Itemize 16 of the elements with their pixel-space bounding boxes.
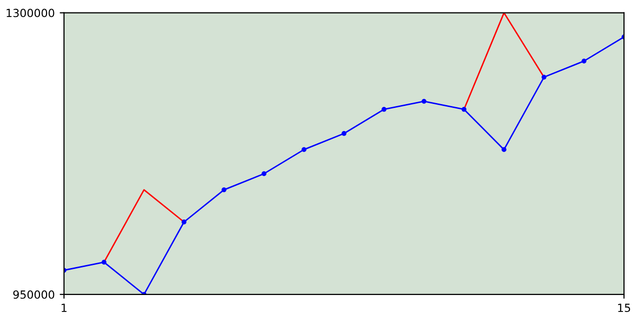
- point: [542, 74, 546, 80]
- point: [582, 58, 586, 64]
- y-tick-label: 1300000: [6, 8, 54, 18]
- point: [302, 147, 306, 152]
- y-tick-label: 950000: [13, 290, 54, 299]
- x-tick-label: 15: [618, 304, 630, 312]
- point: [342, 131, 346, 136]
- point: [182, 220, 186, 224]
- point: [502, 147, 506, 152]
- point: [222, 187, 226, 192]
- point: [462, 106, 466, 112]
- x-tick-label: 1: [62, 304, 67, 312]
- point: [262, 171, 266, 176]
- point: [382, 106, 386, 112]
- point: [102, 260, 106, 265]
- point: [422, 98, 426, 104]
